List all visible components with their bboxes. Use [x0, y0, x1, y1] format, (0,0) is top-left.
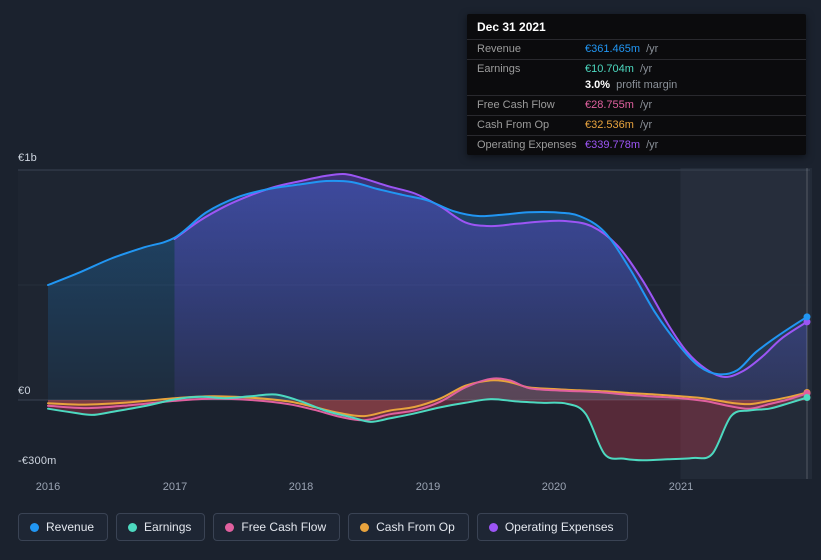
tooltip-value: €10.704m /yr: [585, 63, 653, 75]
x-axis-label-2016: 2016: [35, 481, 61, 493]
legend-label-cash-from-op: Cash From Op: [376, 520, 455, 534]
tooltip-label: Earnings: [477, 63, 521, 75]
tooltip-label: Cash From Op: [477, 119, 550, 131]
tooltip-label: Operating Expenses: [477, 139, 577, 151]
cash-from-op-dot-icon: [360, 522, 370, 532]
free-cash-flow-dot-icon: [225, 522, 235, 532]
tooltip-row-revenue: Revenue €361.465m /yr: [467, 39, 806, 59]
x-axis-label-2017: 2017: [162, 481, 188, 493]
chart-tooltip: Dec 31 2021 Revenue €361.465m /yr Earnin…: [467, 14, 806, 155]
tooltip-row-free-cash-flow: Free Cash Flow €28.755m /yr: [467, 95, 806, 115]
revenue-dot-icon: [30, 522, 39, 532]
legend-label-revenue: Revenue: [46, 520, 95, 534]
tooltip-label: Revenue: [477, 43, 522, 55]
legend-label-operating-expenses: Operating Expenses: [504, 520, 614, 534]
legend-item-operating-expenses[interactable]: Operating Expenses: [476, 513, 628, 541]
tooltip-row-profit-margin: 3.0% profit margin: [467, 79, 806, 95]
tooltip-row-cash-from-op: Cash From Op €32.536m /yr: [467, 115, 806, 135]
x-axis-label-2018: 2018: [288, 481, 314, 493]
x-axis-label-2020: 2020: [541, 481, 567, 493]
legend-item-revenue[interactable]: Revenue: [18, 513, 109, 541]
tooltip-value: €28.755m /yr: [585, 99, 653, 111]
tooltip-value: €32.536m /yr: [585, 119, 653, 131]
tooltip-label: Free Cash Flow: [477, 99, 555, 111]
tooltip-value: €361.465m /yr: [585, 43, 659, 55]
legend-item-earnings[interactable]: Earnings: [116, 513, 206, 541]
operating-expenses-dot-icon: [488, 522, 498, 532]
chart-legend: Revenue Earnings Free Cash Flow Cash Fro…: [18, 513, 628, 541]
legend-item-cash-from-op[interactable]: Cash From Op: [348, 513, 469, 541]
tooltip-row-operating-expenses: Operating Expenses €339.778m /yr: [467, 135, 806, 155]
x-axis-label-2019: 2019: [415, 481, 441, 493]
x-axis-label-2021: 2021: [668, 481, 694, 493]
legend-item-free-cash-flow[interactable]: Free Cash Flow: [213, 513, 341, 541]
legend-label-earnings: Earnings: [144, 520, 192, 534]
tooltip-value: €339.778m /yr: [585, 139, 659, 151]
y-axis-label-neg300m: -€300m: [18, 455, 57, 467]
tooltip-row-earnings: Earnings €10.704m /yr: [467, 59, 806, 79]
tooltip-date: Dec 31 2021: [477, 20, 546, 34]
legend-label-free-cash-flow: Free Cash Flow: [241, 520, 327, 534]
earnings-dot-icon: [128, 522, 138, 532]
y-axis-label-0: €0: [18, 385, 31, 397]
tooltip-value: 3.0% profit margin: [585, 79, 678, 91]
y-axis-label-1b: €1b: [18, 152, 37, 164]
